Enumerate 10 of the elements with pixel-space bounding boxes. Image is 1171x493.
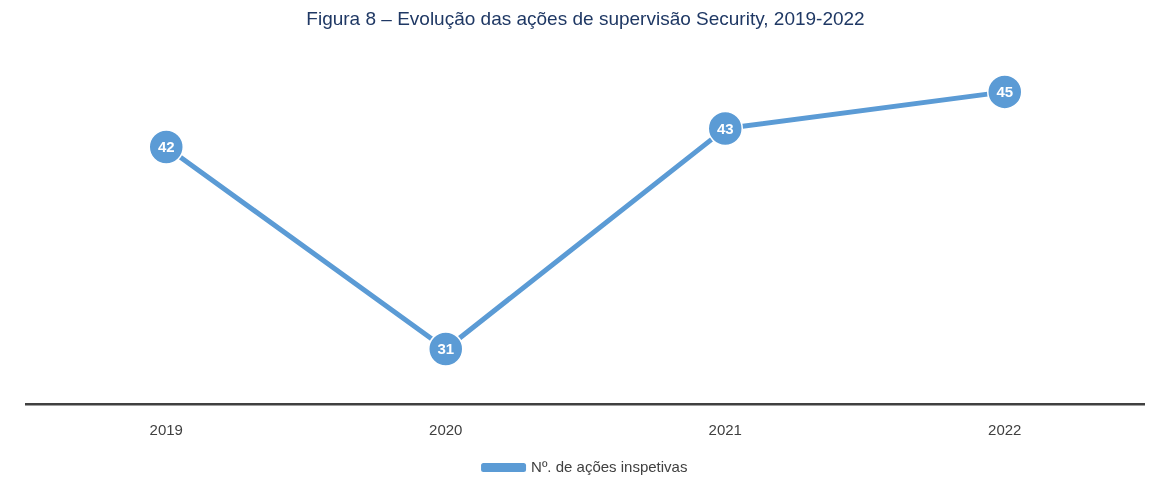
legend-label: Nº. de ações inspetivas	[531, 457, 688, 475]
data-label: 43	[716, 119, 734, 137]
x-tick-label: 2019	[149, 421, 183, 439]
data-label: 31	[437, 340, 455, 358]
x-tick-label: 2020	[429, 421, 463, 439]
chart-title: Figura 8 – Evolução das ações de supervisão Security, 2019-2022	[306, 7, 865, 29]
data-label: 45	[996, 83, 1014, 101]
data-label: 42	[157, 138, 175, 156]
x-tick-label: 2021	[708, 421, 742, 439]
x-tick-label: 2022	[988, 421, 1022, 439]
